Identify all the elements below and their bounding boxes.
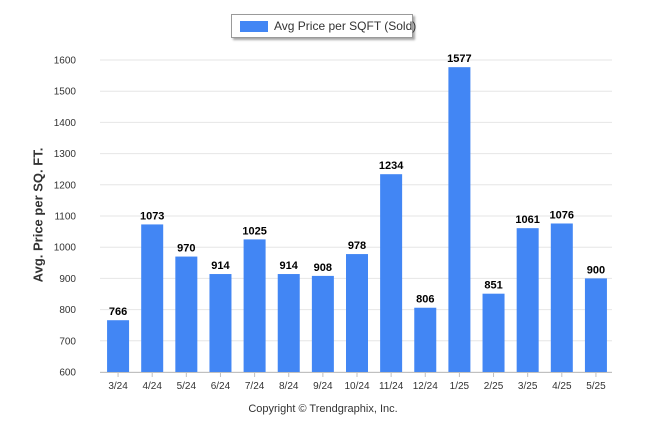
x-tick-label: 4/24 xyxy=(142,381,162,392)
y-tick-label: 1600 xyxy=(54,56,77,67)
data-label: 978 xyxy=(348,240,366,252)
x-tick-label: 5/24 xyxy=(177,381,197,392)
legend-label: Avg Price per SQFT (Sold) xyxy=(274,19,417,33)
data-label: 1073 xyxy=(140,210,164,222)
y-tick-label: 1100 xyxy=(54,212,76,223)
data-label: 806 xyxy=(416,294,434,306)
data-label: 766 xyxy=(109,306,127,318)
y-tick-label: 900 xyxy=(59,274,76,285)
bar xyxy=(243,239,266,372)
data-label: 900 xyxy=(587,264,605,276)
data-label: 1234 xyxy=(379,160,404,172)
x-tick-label: 4/25 xyxy=(552,381,572,392)
bar xyxy=(550,223,573,372)
bar xyxy=(141,224,164,372)
bar xyxy=(311,275,334,372)
copyright-credit: Copyright © Trendgraphix, Inc. xyxy=(248,403,398,415)
bar xyxy=(448,67,471,373)
y-tick-label: 1300 xyxy=(54,149,77,160)
x-tick-label: 3/25 xyxy=(518,381,538,392)
bar xyxy=(414,307,437,372)
y-tick-label: 700 xyxy=(59,336,76,347)
y-tick-label: 1500 xyxy=(54,87,77,98)
bar xyxy=(107,320,130,372)
y-tick-label: 1400 xyxy=(54,118,77,129)
y-tick-label: 800 xyxy=(59,305,76,316)
data-label: 1577 xyxy=(447,53,471,65)
x-tick-label: 9/24 xyxy=(313,381,333,392)
x-tick-label: 12/24 xyxy=(413,381,438,392)
x-tick-label: 1/25 xyxy=(450,381,470,392)
bar xyxy=(516,228,539,372)
x-tick-label: 6/24 xyxy=(211,381,231,392)
data-label: 1061 xyxy=(515,214,539,226)
data-label: 1076 xyxy=(550,209,574,221)
x-tick-label: 7/24 xyxy=(245,381,265,392)
x-tick-label: 11/24 xyxy=(379,381,404,392)
x-tick-label: 8/24 xyxy=(279,381,299,392)
y-tick-label: 1200 xyxy=(54,180,77,191)
x-tick-label: 5/25 xyxy=(586,381,606,392)
bar xyxy=(175,256,198,372)
bar xyxy=(209,274,232,372)
x-tick-label: 3/24 xyxy=(108,381,128,392)
data-label: 851 xyxy=(484,280,502,292)
data-label: 914 xyxy=(280,260,299,272)
x-tick-label: 10/24 xyxy=(344,381,369,392)
data-label: 908 xyxy=(314,262,332,274)
x-tick-label: 2/25 xyxy=(484,381,504,392)
bar xyxy=(482,293,505,372)
bar xyxy=(277,274,300,372)
chart-legend[interactable]: Avg Price per SQFT (Sold) xyxy=(231,14,417,38)
bar xyxy=(380,174,403,372)
bar xyxy=(346,254,368,372)
legend-swatch xyxy=(240,20,268,32)
bar xyxy=(584,278,607,372)
y-tick-label: 600 xyxy=(59,368,76,379)
data-label: 914 xyxy=(211,260,230,272)
data-label: 970 xyxy=(177,243,195,255)
y-axis-title: Avg. Price per SQ. FT. xyxy=(30,147,46,283)
y-tick-label: 1000 xyxy=(54,243,77,254)
data-label: 1025 xyxy=(242,225,266,237)
